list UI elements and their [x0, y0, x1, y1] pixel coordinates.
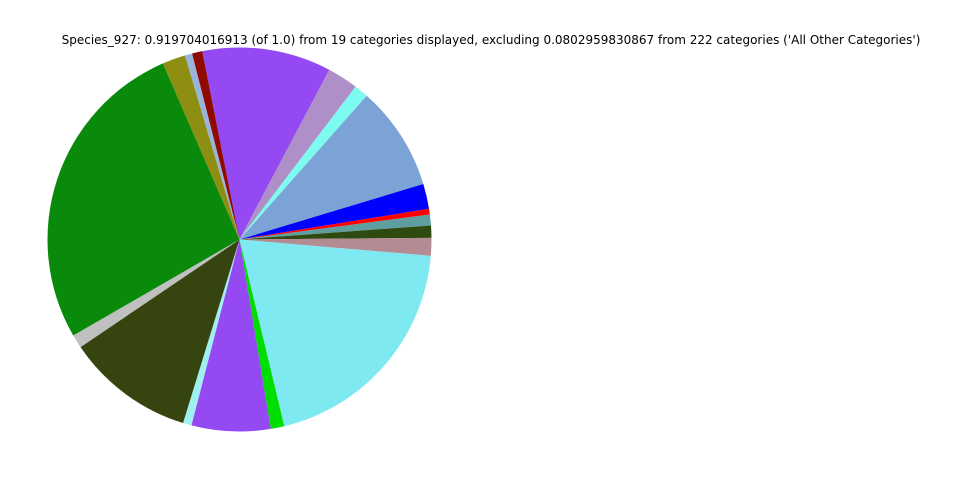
pie-slice-lime — [239, 239, 285, 429]
pie-slice-dark-olive-thin — [239, 225, 432, 240]
pie-slice-pale-cyan-large — [239, 239, 431, 427]
pie-slice-dark-red-sliver — [192, 51, 240, 240]
pie-slice-blue — [239, 184, 430, 240]
pie-slice-light-blue-sliver — [184, 53, 240, 240]
pie-slice-violet-lower — [191, 239, 271, 432]
pie-slice-pale-cyan-sliver — [183, 239, 240, 426]
pie-slice-green-large — [47, 63, 240, 336]
pie-slice-dark-olive-large — [80, 239, 240, 424]
pie-slice-aqua-sliver — [239, 86, 367, 240]
pie-slice-silver-sliver — [73, 239, 240, 348]
pie-slice-plum — [239, 69, 356, 240]
pie-slice-steel-blue — [239, 95, 424, 240]
pie-slice-olive-yellow — [162, 55, 240, 240]
pie-slice-violet-top — [202, 47, 330, 240]
pie-slice-cadet-teal — [239, 214, 431, 240]
chart-title: Species_927: 0.919704016913 (of 1.0) fro… — [61, 33, 921, 47]
pie-slice-red-sliver — [239, 208, 430, 240]
pie-slice-rosy-brown — [239, 237, 432, 256]
